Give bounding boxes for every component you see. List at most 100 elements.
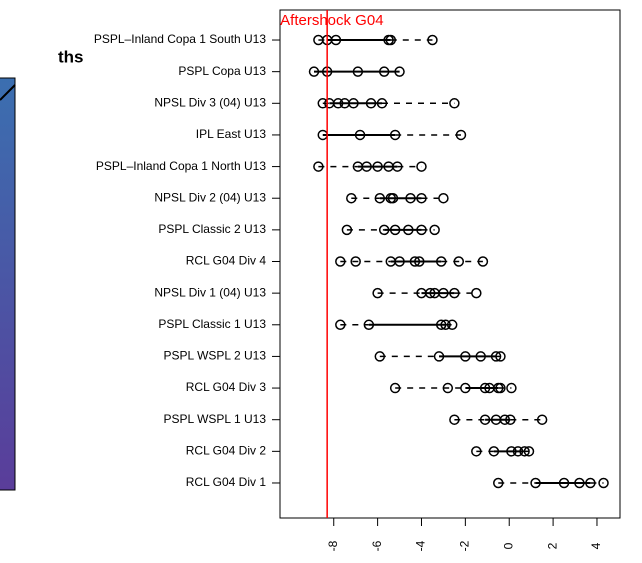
point bbox=[389, 129, 401, 141]
x-tick-label: -2 bbox=[458, 540, 472, 551]
point bbox=[475, 351, 486, 362]
point bbox=[313, 161, 324, 172]
point bbox=[490, 351, 502, 362]
point bbox=[505, 414, 516, 425]
point bbox=[495, 351, 506, 362]
point bbox=[352, 66, 364, 77]
point bbox=[477, 256, 489, 267]
plot-frame bbox=[279, 9, 621, 519]
point bbox=[378, 224, 390, 236]
y-tick-label: RCL G04 Div 1 bbox=[186, 475, 267, 489]
point bbox=[435, 319, 447, 331]
point bbox=[416, 192, 427, 204]
point bbox=[416, 224, 427, 236]
point bbox=[427, 34, 438, 46]
y-tick-label: RCL G04 Div 2 bbox=[186, 444, 267, 458]
point bbox=[387, 192, 399, 204]
point bbox=[335, 256, 346, 267]
point bbox=[389, 382, 401, 394]
point bbox=[365, 98, 377, 109]
y-tick-label: PSPL Classic 1 U13 bbox=[158, 317, 266, 331]
x-tick-label: -6 bbox=[370, 540, 384, 551]
point bbox=[471, 287, 482, 299]
cropped-panel bbox=[0, 77, 16, 491]
y-tick-label: IPL East U13 bbox=[196, 127, 267, 141]
point bbox=[519, 446, 530, 457]
point bbox=[460, 351, 471, 362]
point bbox=[523, 446, 535, 457]
point bbox=[403, 224, 414, 236]
cropped-line bbox=[0, 84, 16, 101]
point bbox=[512, 446, 524, 457]
point bbox=[389, 224, 401, 236]
y-tick-label: RCL G04 Div 4 bbox=[186, 254, 267, 268]
point bbox=[471, 446, 482, 457]
point bbox=[425, 287, 436, 299]
point bbox=[438, 192, 449, 204]
point bbox=[506, 446, 517, 457]
point bbox=[438, 287, 449, 299]
point bbox=[453, 256, 465, 267]
point bbox=[354, 129, 366, 141]
point bbox=[363, 319, 375, 331]
point bbox=[449, 287, 460, 299]
point bbox=[341, 224, 353, 236]
y-tick-label: PSPL Copa U13 bbox=[178, 64, 266, 78]
point bbox=[536, 414, 548, 425]
point bbox=[308, 66, 320, 77]
cropped-title: ths bbox=[58, 47, 84, 66]
point bbox=[446, 319, 458, 331]
y-tick-label: NPSL Div 3 (04) U13 bbox=[154, 95, 266, 109]
point bbox=[493, 477, 504, 489]
point bbox=[372, 161, 383, 172]
point bbox=[376, 98, 388, 109]
point bbox=[335, 319, 346, 331]
point bbox=[479, 414, 491, 425]
x-tick-label: 0 bbox=[501, 542, 515, 549]
point bbox=[405, 192, 416, 204]
x-tick-label: -4 bbox=[414, 540, 428, 551]
point bbox=[348, 98, 359, 109]
point bbox=[350, 256, 361, 267]
y-tick-label: PSPL Classic 2 U13 bbox=[158, 222, 266, 236]
point bbox=[394, 66, 405, 77]
point bbox=[394, 256, 405, 267]
y-tick-label: RCL G04 Div 3 bbox=[186, 380, 267, 394]
point bbox=[433, 351, 445, 362]
point bbox=[378, 66, 390, 77]
point bbox=[440, 319, 451, 331]
y-tick-label: PSPL WSPL 2 U13 bbox=[164, 349, 267, 363]
point bbox=[374, 192, 386, 204]
point bbox=[409, 256, 421, 267]
point bbox=[460, 382, 471, 394]
point bbox=[585, 477, 596, 489]
point bbox=[455, 129, 467, 141]
y-tick-label: NPSL Div 1 (04) U13 bbox=[154, 285, 266, 299]
reference-label: Aftershock G04 bbox=[280, 12, 383, 29]
point bbox=[392, 161, 403, 172]
point bbox=[506, 382, 517, 394]
point bbox=[330, 34, 342, 46]
point bbox=[361, 161, 372, 172]
point bbox=[435, 256, 447, 267]
y-tick-label: PSPL–Inland Copa 1 North U13 bbox=[96, 159, 266, 173]
point bbox=[414, 256, 425, 267]
point bbox=[332, 98, 344, 109]
point bbox=[449, 98, 460, 109]
y-tick-label: NPSL Div 2 (04) U13 bbox=[154, 190, 266, 204]
point bbox=[558, 477, 570, 489]
point bbox=[574, 477, 585, 489]
point bbox=[429, 224, 440, 236]
y-tick-label: PSPL–Inland Copa 1 South U13 bbox=[94, 32, 266, 46]
point bbox=[385, 34, 397, 46]
point bbox=[346, 192, 357, 204]
point bbox=[499, 414, 511, 425]
point bbox=[530, 477, 541, 489]
point bbox=[479, 382, 491, 394]
point bbox=[598, 477, 609, 489]
point bbox=[374, 351, 386, 362]
point bbox=[488, 446, 500, 457]
x-tick-label: 4 bbox=[589, 542, 603, 549]
point bbox=[442, 382, 454, 394]
